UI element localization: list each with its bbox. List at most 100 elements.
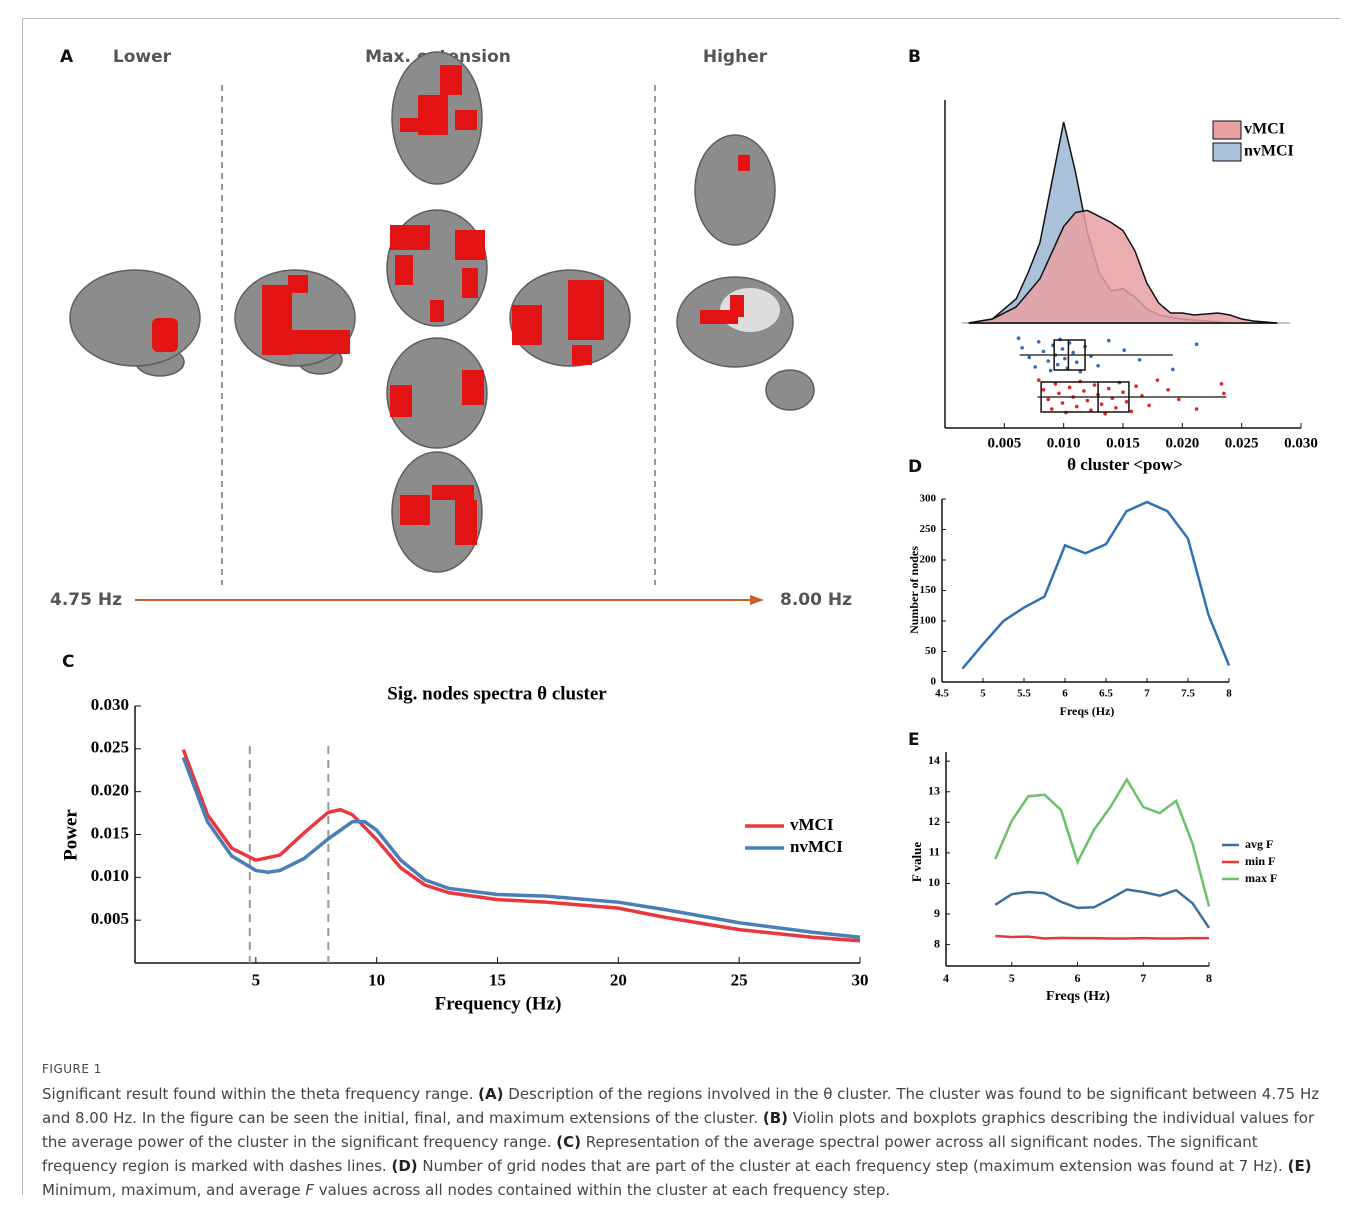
data-point <box>1171 367 1175 372</box>
line-series <box>181 749 861 943</box>
x-tick-label: 6.5 <box>1099 688 1113 700</box>
brain-image <box>69 269 201 377</box>
y-tick-label: 11 <box>929 845 940 859</box>
data-point <box>1020 346 1024 350</box>
data-point <box>1033 365 1037 369</box>
legend-label: min F <box>1245 854 1275 868</box>
legend-label: vMCI <box>790 815 834 834</box>
y-tick-label: 100 <box>920 615 937 627</box>
data-point <box>1041 388 1046 392</box>
data-point <box>1048 368 1053 373</box>
data-point <box>1027 355 1032 360</box>
data-point <box>1103 412 1107 416</box>
x-tick-label: 10 <box>368 971 385 990</box>
x-axis-label: Freqs (Hz) <box>1046 989 1110 1004</box>
column-label: Higher <box>703 47 768 67</box>
y-tick-label: 0.025 <box>91 738 129 757</box>
box <box>1040 381 1130 413</box>
caption-segment: Significant result found within the thet… <box>42 1085 479 1103</box>
x-tick-label: 20 <box>610 971 627 990</box>
data-point <box>1219 382 1224 386</box>
x-tick-label: 7.5 <box>1181 688 1195 700</box>
panel-label: B <box>908 47 921 67</box>
x-tick-label: 0.005 <box>987 435 1021 451</box>
x-tick-label: 0.025 <box>1225 435 1259 451</box>
caption-segment: (E) <box>1287 1157 1312 1175</box>
caption-segment: values across all nodes contained within… <box>313 1181 891 1199</box>
data-point <box>1071 350 1075 355</box>
caption-segment: (D) <box>391 1157 418 1175</box>
line-series <box>994 777 1211 907</box>
x-tick-label: 6 <box>1075 971 1081 985</box>
data-point <box>1122 348 1126 353</box>
x-tick-label: 8 <box>1206 971 1212 985</box>
figure: A Lower Max. extension Higher <box>50 47 1318 1014</box>
caption-segment: (B) <box>762 1109 789 1127</box>
data-point <box>1016 336 1021 341</box>
brain-image <box>386 209 488 327</box>
data-point <box>1046 397 1051 402</box>
brain-image <box>509 269 631 367</box>
caption-label: FIGURE 1 <box>42 1062 102 1076</box>
caption: FIGURE 1 Significant result found within… <box>42 1062 1337 1202</box>
data-point <box>1060 347 1065 351</box>
data-point <box>1176 397 1181 402</box>
frame-line <box>22 18 23 1195</box>
y-tick-label: 12 <box>928 814 940 828</box>
y-tick-label: 9 <box>934 906 940 920</box>
x-tick-label: 4 <box>943 971 949 985</box>
data-point <box>1074 360 1079 365</box>
x-tick-label: 5.5 <box>1017 688 1031 700</box>
density <box>968 209 1278 324</box>
legend-label: max F <box>1245 871 1277 885</box>
y-tick-label: 0.020 <box>91 781 129 800</box>
line-series <box>181 756 861 940</box>
brain-image <box>391 451 483 573</box>
panel-label: D <box>908 457 922 477</box>
arrow-head <box>750 595 764 605</box>
chart-title: Sig. nodes spectra θ cluster <box>387 683 607 704</box>
data-point <box>1134 384 1138 389</box>
x-tick-label: 0.010 <box>1047 435 1081 451</box>
panel-a: A Lower Max. extension Higher <box>50 47 852 610</box>
y-tick-label: 14 <box>928 753 940 767</box>
panel-label: C <box>62 652 74 672</box>
data-point <box>1085 398 1090 403</box>
data-point <box>1106 386 1111 391</box>
caption-segment: F <box>305 1181 314 1199</box>
y-tick-label: 0.005 <box>91 909 129 928</box>
box <box>1053 339 1086 371</box>
data-point <box>1046 359 1051 363</box>
caption-segment: Violin plots and boxplots graphics descr… <box>42 1109 1315 1151</box>
data-point <box>1067 385 1072 390</box>
column-label: Lower <box>113 47 172 67</box>
line-series <box>995 934 1209 940</box>
data-point <box>1074 404 1079 409</box>
data-point <box>1155 378 1160 383</box>
x-axis-label: θ cluster <pow> <box>1067 455 1183 474</box>
x-tick-label: 8 <box>1226 688 1232 700</box>
data-point <box>1053 382 1058 386</box>
x-tick-label: 7 <box>1140 971 1146 985</box>
data-point <box>1099 402 1104 407</box>
x-tick-label: 0.030 <box>1284 435 1318 451</box>
frequency-label: 8.00 Hz <box>780 590 852 610</box>
line-series <box>994 888 1211 929</box>
data-point <box>1137 358 1142 362</box>
data-point <box>1096 364 1100 368</box>
frequency-label: 4.75 Hz <box>50 590 122 610</box>
data-point <box>1194 342 1199 347</box>
y-tick-label: 0.015 <box>91 823 129 842</box>
x-tick-label: 4.5 <box>935 688 949 700</box>
x-tick-label: 5 <box>252 971 261 990</box>
brain-image <box>676 276 815 411</box>
legend-label: nvMCI <box>1244 143 1294 160</box>
data-point <box>1124 400 1129 404</box>
x-axis-label: Freqs (Hz) <box>1060 704 1115 718</box>
data-point <box>1078 370 1083 374</box>
legend-label: avg F <box>1245 837 1273 851</box>
legend-swatch <box>1212 120 1242 140</box>
y-tick-label: 0 <box>931 676 937 688</box>
caption-segment: Number of grid nodes that are part of th… <box>417 1157 1288 1175</box>
y-tick-label: 13 <box>928 783 940 797</box>
